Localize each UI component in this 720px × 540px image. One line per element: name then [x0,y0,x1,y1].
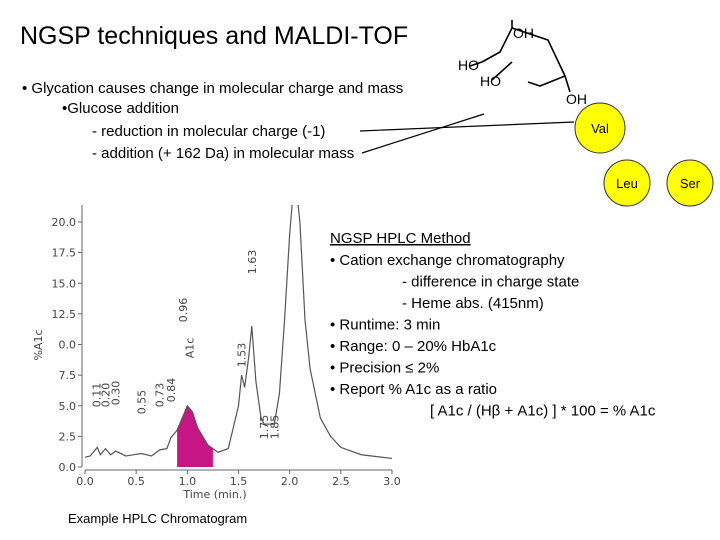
y-tick-label: 0.0 [59,339,77,352]
y-tick-label: 12.5 [52,308,77,321]
chromatogram: 0.0 2.5 5.0 7.5 0.0 12.5 15.0 17.5 20.0 0.0 0.5 1.0… [32,205,401,501]
y-tick-label: 17.5 [52,247,77,260]
x-tick-label: 0.5 [127,475,145,488]
peak-label: 0.73 [154,383,167,408]
x-tick-label: 3.0 [383,475,401,488]
atom-label: HO [458,57,479,73]
method-line: [ A1c / (Hβ + A1c) ] * 100 = % A1c [430,403,656,420]
y-tick-label: 5.0 [59,400,77,413]
peak-label: 1.85 [268,415,281,440]
amino-acid: Ser [680,176,701,191]
atom-label: OH [513,25,534,41]
peak-label: 0.84 [165,378,178,403]
method-line: • Runtime: 3 min [330,317,440,334]
x-axis-label: Time (min.) [182,488,246,501]
x-tick-label: 0.0 [76,475,94,488]
amino-acid-circle [574,102,626,154]
x-tick-label: 1.5 [230,475,248,488]
y-tick-label: 2.5 [59,430,77,443]
pointer-line [359,121,575,132]
method-line: • Precision ≤ 2% [330,360,439,377]
y-tick-label: 15.0 [52,277,77,290]
method-line: • Range: 0 – 20% HbA1c [330,338,497,355]
y-tick-label: 7.5 [59,369,77,382]
method-line: - difference in charge state [402,274,579,291]
atom-label: OH [566,91,587,107]
amino-acid: Leu [616,176,638,191]
y-tick-label: 0.0 [59,461,77,474]
peak-label: A1c [183,338,196,359]
glucose [469,20,571,93]
peak-label: 1.75 [258,415,271,440]
peak-label: 0.55 [135,390,148,415]
method-heading: NGSP HPLC Method [330,230,471,247]
amino-acid: Val [591,121,609,136]
bullet: • Glycation causes change in molecular c… [22,80,403,97]
y-axis-label: %A1c [32,329,45,360]
x-tick-label: 2.0 [281,475,299,488]
slide-title: NGSP techniques and MALDI-TOF [20,22,408,50]
amino-acid-circle [666,159,714,207]
pointer-line [361,113,485,154]
method-list: • Cation exchange chromatography - differ… [330,252,656,420]
amino-acid-circle [603,159,651,207]
peak-label: 1.53 [236,343,249,368]
bullet: - reduction in molecular charge (-1) [92,123,325,140]
method-line: • Cation exchange chromatography [330,252,565,269]
peak-area [177,405,213,467]
y-tick-label: 20.0 [52,216,77,229]
peak-label: 0.30 [110,381,123,406]
caption: Example HPLC Chromatogram [68,511,247,526]
x-tick-label: 1.0 [179,475,197,488]
bullet: •Glucose addition [62,100,179,117]
atom-label: HO [480,73,501,89]
trace [85,205,393,460]
peak-label: 0.20 [99,383,112,408]
peak-label: 0.96 [177,298,190,323]
peak-label: 1.63 [246,250,259,274]
bullet: - addition (+ 162 Da) in molecular mass [92,145,354,162]
method-line: • Report % A1c as a ratio [330,381,497,398]
peak-label: 0.11 [90,383,103,408]
x-tick-label: 2.5 [332,475,350,488]
method-line: - Heme abs. (415nm) [402,295,544,312]
